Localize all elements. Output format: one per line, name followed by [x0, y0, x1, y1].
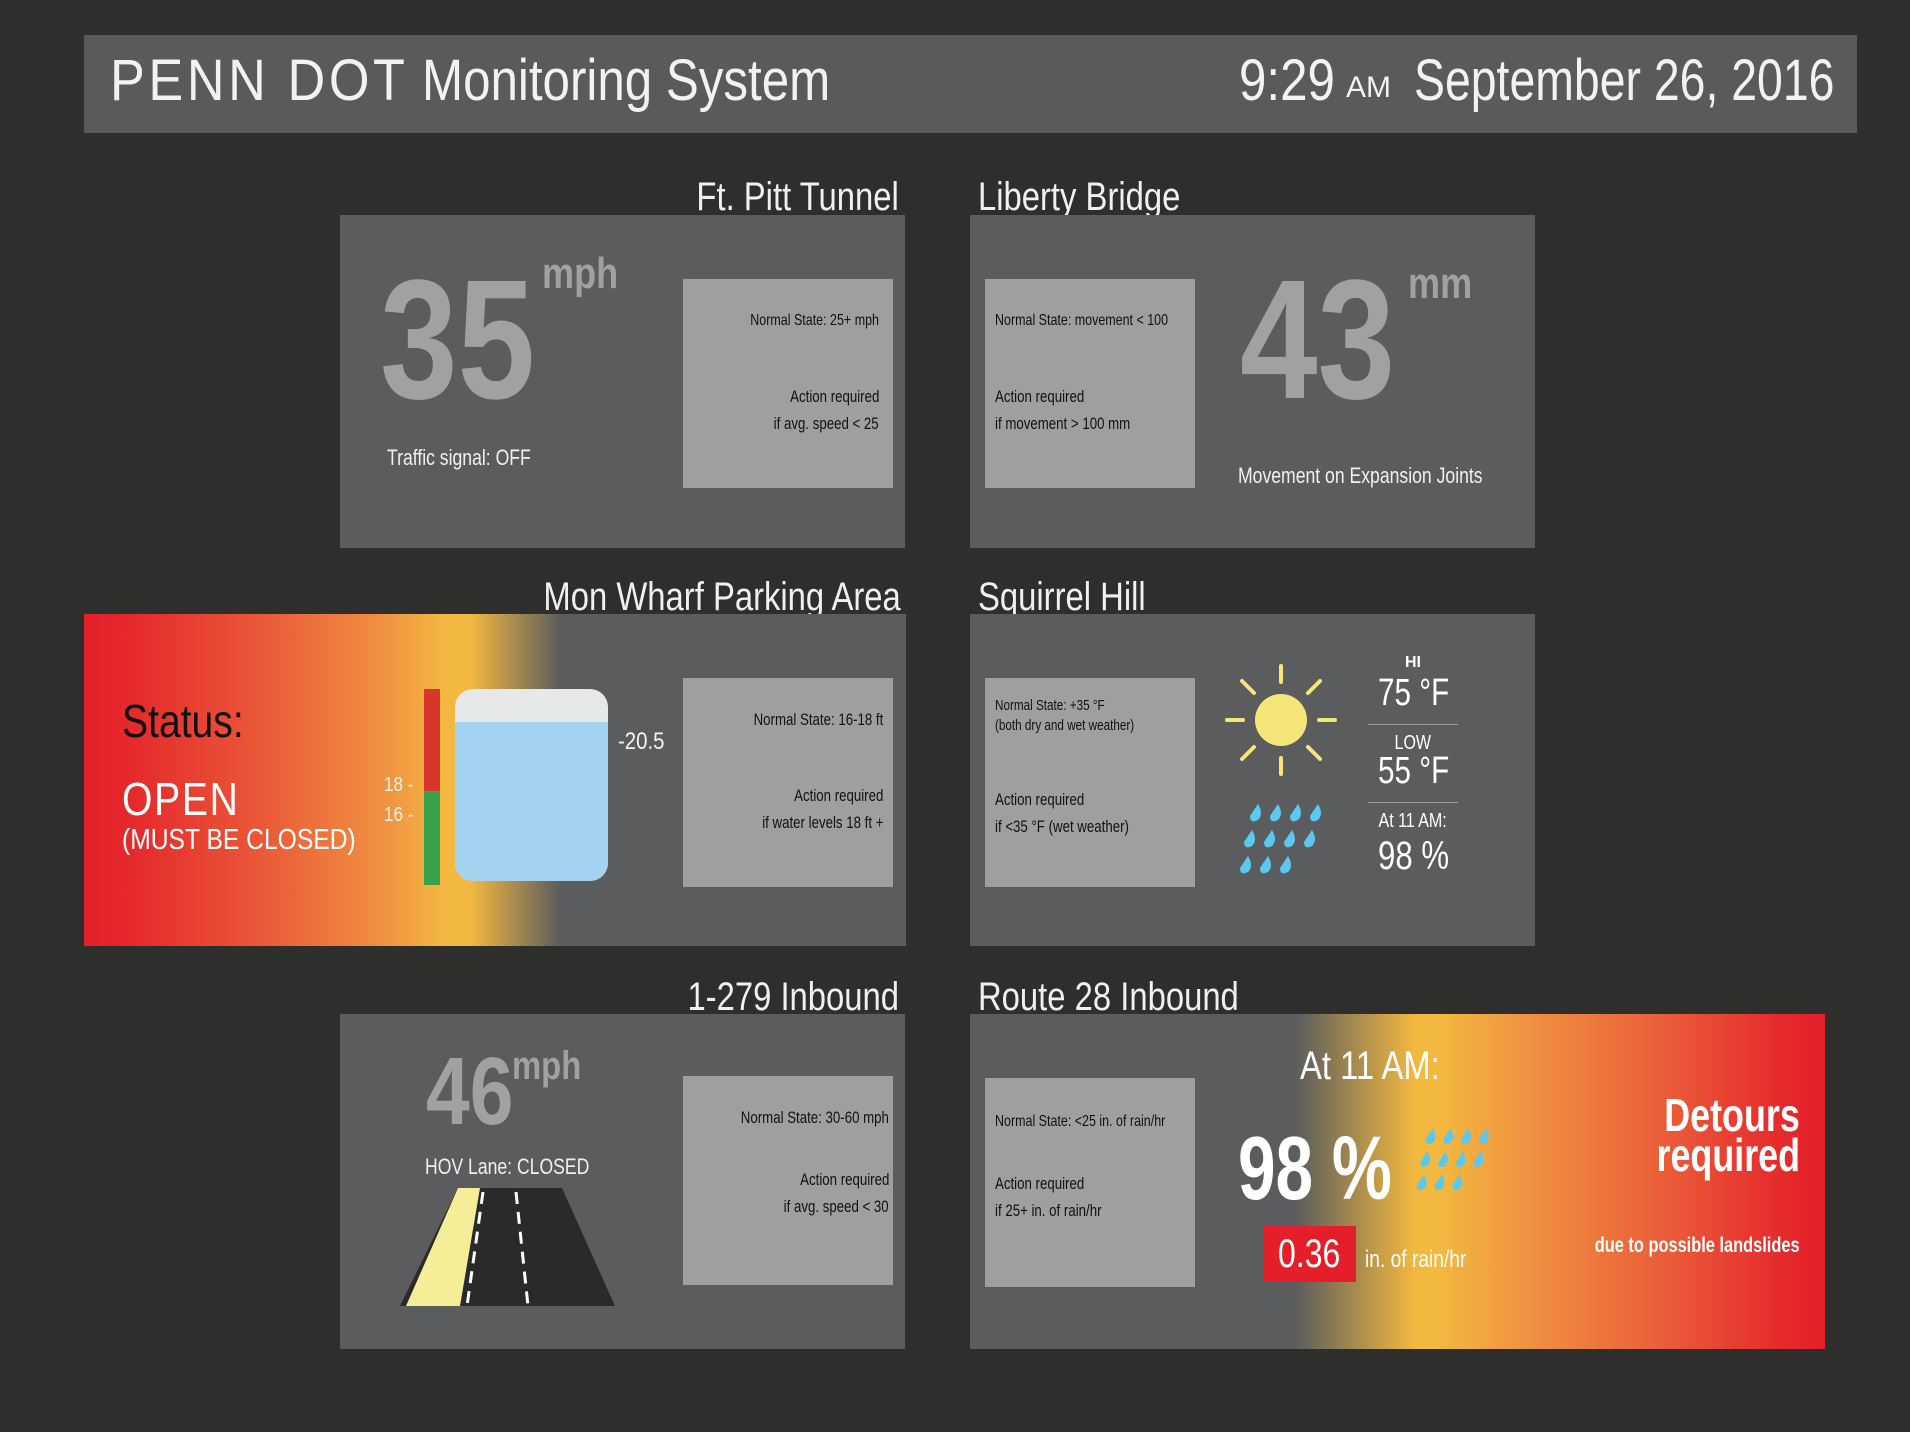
route28-action-1: Action required: [995, 1174, 1085, 1193]
i279-speed-value: 46: [426, 1038, 514, 1145]
detour-line-1: Detours: [1664, 1089, 1800, 1141]
route28-time-label: At 11 AM:: [1300, 1044, 1440, 1088]
i279-action-1: Action required: [799, 1170, 889, 1189]
squirrel-panel[interactable]: Normal State: +35 °F (both dry and wet w…: [970, 614, 1535, 946]
ftpitt-title: Ft. Pitt Tunnel: [696, 175, 899, 219]
ftpitt-info-box: Normal State: 25+ mph Action required if…: [683, 279, 893, 488]
liberty-title: Liberty Bridge: [978, 175, 1181, 219]
rain-icon: [1416, 1128, 1489, 1191]
gauge-tick-16: 16 -: [384, 804, 414, 826]
system-title: Monitoring System: [422, 48, 831, 113]
monwharf-panel[interactable]: Status: OPEN (MUST BE CLOSED) 18 - 16 - …: [84, 614, 906, 946]
squirrel-normal-note: (both dry and wet weather): [995, 717, 1135, 734]
liberty-action-2: if movement > 100 mm: [995, 414, 1131, 433]
ftpitt-normal-state: Normal State: 25+ mph: [750, 312, 879, 329]
liberty-caption: Movement on Expansion Joints: [1238, 463, 1483, 488]
ftpitt-status: Traffic signal: OFF: [387, 445, 531, 470]
low-label: LOW: [1394, 732, 1432, 754]
gauge-tick-18: 18 -: [384, 774, 414, 796]
ftpitt-action-2: if avg. speed < 25: [773, 414, 879, 433]
hi-label: HI: [1405, 654, 1421, 671]
i279-title-wrap: 1-279 Inbound: [340, 975, 905, 1025]
liberty-panel[interactable]: Normal State: movement < 100 Action requ…: [970, 215, 1535, 548]
detour-line-2: required: [1656, 1129, 1800, 1181]
hov-status: HOV Lane: CLOSED: [425, 1154, 590, 1179]
ftpitt-speed-unit: mph: [542, 249, 619, 298]
gauge-red-segment: [424, 689, 440, 791]
ftpitt-panel[interactable]: 35 mph Traffic signal: OFF Normal State:…: [340, 215, 905, 548]
i279-action-2: if avg. speed < 30: [783, 1197, 889, 1216]
i279-info-box: Normal State: 30-60 mph Action required …: [683, 1076, 893, 1285]
detour-notice: Detours required: [1530, 1089, 1800, 1234]
route28-panel[interactable]: Normal State: <25 in. of rain/hr Action …: [970, 1014, 1825, 1349]
clock-time: 9:29: [1239, 48, 1335, 113]
header-bar: PENN DOT Monitoring System 9:29 AM Septe…: [84, 35, 1857, 133]
route28-info-box: Normal State: <25 in. of rain/hr Action …: [985, 1078, 1195, 1287]
sun-icon: [1225, 664, 1337, 776]
route28-action-2: if 25+ in. of rain/hr: [995, 1201, 1102, 1220]
monwharf-normal-state: Normal State: 16-18 ft: [753, 710, 883, 729]
precip-value: 98 %: [1378, 834, 1450, 878]
low-temp: 55 °F: [1378, 750, 1450, 792]
route28-normal-state: Normal State: <25 in. of rain/hr: [995, 1113, 1166, 1130]
water-level-label: -20.5: [618, 728, 665, 755]
hi-temp: 75 °F: [1378, 672, 1450, 714]
i279-title: 1-279 Inbound: [687, 975, 899, 1019]
detour-note-wrap: due to possible landslides: [1470, 1234, 1800, 1264]
squirrel-forecast: HI 75 °F LOW 55 °F At 11 AM: 98 %: [1368, 654, 1458, 924]
monwharf-action-1: Action required: [793, 786, 883, 805]
divider: [1368, 724, 1458, 725]
monwharf-title-wrap: Mon Wharf Parking Area: [340, 575, 905, 625]
monwharf-action-2: if water levels 18 ft +: [761, 813, 883, 832]
ftpitt-speed-value: 35: [380, 245, 536, 435]
divider: [1368, 802, 1458, 803]
water-tank: [455, 689, 608, 881]
ftpitt-title-wrap: Ft. Pitt Tunnel: [340, 175, 905, 225]
clock-date: September 26, 2016: [1414, 48, 1835, 113]
ftpitt-action-1: Action required: [789, 387, 879, 406]
liberty-normal-state: Normal State: movement < 100: [995, 312, 1169, 329]
precip-time-label: At 11 AM:: [1378, 810, 1448, 832]
monwharf-title: Mon Wharf Parking Area: [543, 575, 901, 619]
detour-note: due to possible landslides: [1595, 1234, 1800, 1257]
rain-icon: [1240, 804, 1321, 874]
route28-title: Route 28 Inbound: [978, 975, 1239, 1019]
clock-ampm: AM: [1346, 71, 1391, 104]
squirrel-normal-state: Normal State: +35 °F: [995, 697, 1105, 714]
rain-rate-badge: 0.36: [1264, 1226, 1356, 1282]
i279-panel[interactable]: 46 mph HOV Lane: CLOSED Normal State: 30…: [340, 1014, 905, 1349]
squirrel-action-2: if <35 °F (wet weather): [995, 817, 1129, 836]
gauge-green-segment: [424, 791, 440, 885]
squirrel-title: Squirrel Hill: [978, 575, 1146, 619]
road-icon: [400, 1188, 615, 1307]
monwharf-status-value: OPEN: [122, 773, 240, 825]
i279-speed-unit: mph: [512, 1044, 582, 1088]
squirrel-info-box: Normal State: +35 °F (both dry and wet w…: [985, 678, 1195, 887]
monwharf-info-box: Normal State: 16-18 ft Action required i…: [683, 678, 893, 887]
liberty-movement-value: 43: [1240, 245, 1396, 435]
monwharf-status-note: (MUST BE CLOSED): [122, 824, 356, 856]
squirrel-action-1: Action required: [995, 790, 1085, 809]
monwharf-status-label: Status:: [122, 695, 244, 747]
route28-precip-value: 98 %: [1238, 1119, 1392, 1219]
i279-normal-state: Normal State: 30-60 mph: [740, 1108, 889, 1127]
liberty-movement-unit: mm: [1408, 259, 1473, 308]
water-level-fill: [455, 721, 608, 881]
liberty-info-box: Normal State: movement < 100 Action requ…: [985, 279, 1195, 488]
rain-rate-unit: in. of rain/hr: [1365, 1246, 1467, 1273]
brand-title: PENN DOT: [110, 48, 409, 113]
liberty-action-1: Action required: [995, 387, 1085, 406]
rain-rate-value: 0.36: [1278, 1232, 1341, 1276]
